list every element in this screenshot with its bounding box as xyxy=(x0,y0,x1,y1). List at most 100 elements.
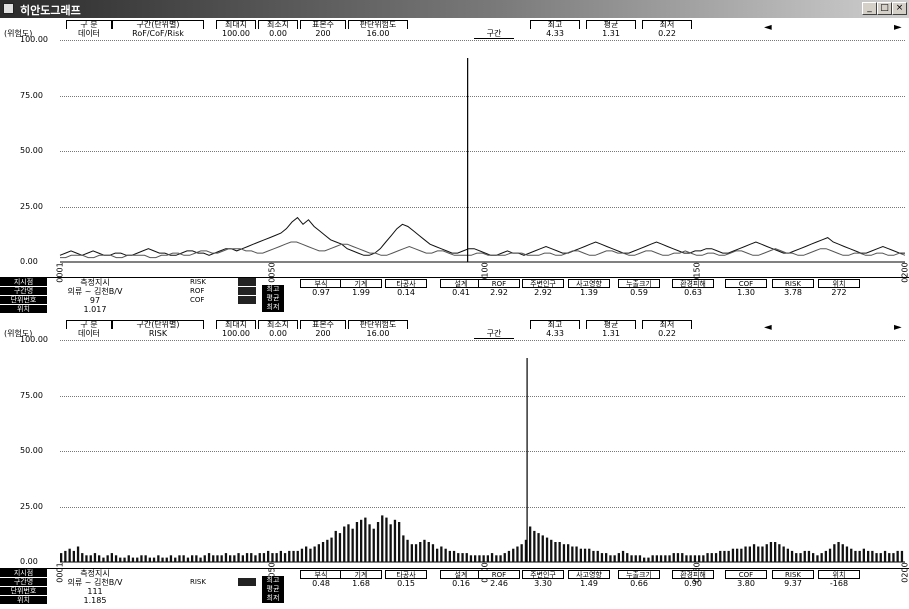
risk-bar xyxy=(766,544,768,562)
risk-bar xyxy=(808,551,810,562)
risk-bar xyxy=(495,555,497,562)
stat-value: 0.66 xyxy=(618,579,660,588)
risk-bar xyxy=(816,555,818,562)
risk-bar xyxy=(314,547,316,563)
stat-label: 사고영향 xyxy=(568,279,610,288)
risk-bar xyxy=(761,547,763,563)
risk-bar xyxy=(326,540,328,562)
risk-bar xyxy=(859,551,861,562)
legend-swatch xyxy=(238,578,256,586)
risk-bar xyxy=(385,518,387,562)
risk-bar xyxy=(132,558,134,562)
stat-value: 1.68 xyxy=(340,579,382,588)
risk-bar xyxy=(660,555,662,562)
risk-bar xyxy=(170,555,172,562)
risk-bar xyxy=(305,547,307,563)
legend-label: COF xyxy=(190,296,204,305)
stat-label: 환경피해 xyxy=(672,279,714,288)
risk-bar xyxy=(347,524,349,562)
info-row-label: 단위번호 xyxy=(0,296,47,304)
legend-label: RISK xyxy=(190,578,206,587)
risk-bar xyxy=(335,531,337,562)
stat-label: ROF xyxy=(478,570,520,579)
risk-bar xyxy=(575,547,577,563)
risk-bar xyxy=(309,549,311,562)
risk-bar xyxy=(271,553,273,562)
risk-bar xyxy=(352,529,354,562)
risk-bar xyxy=(799,553,801,562)
risk-bar xyxy=(804,551,806,562)
risk-bar xyxy=(250,553,252,562)
maximize-button[interactable]: □ xyxy=(877,2,892,15)
risk-bar xyxy=(432,544,434,562)
risk-bar xyxy=(339,533,341,562)
risk-bar xyxy=(867,551,869,562)
stat-value: 2.92 xyxy=(522,288,564,297)
risk-bar xyxy=(406,540,408,562)
stat-value: 1.39 xyxy=(568,288,610,297)
risk-bar xyxy=(863,549,865,562)
risk-bar xyxy=(639,555,641,562)
plot-area[interactable] xyxy=(0,18,909,264)
risk-bar xyxy=(276,553,278,562)
stat-value: -168 xyxy=(818,579,860,588)
close-button[interactable]: × xyxy=(892,2,907,15)
risk-bar xyxy=(698,555,700,562)
stat-value: 272 xyxy=(818,288,860,297)
risk-bar xyxy=(643,558,645,562)
risk-bar xyxy=(795,553,797,562)
risk-bar xyxy=(161,558,163,562)
plot-area[interactable] xyxy=(0,318,909,564)
risk-bar xyxy=(842,544,844,562)
risk-bar xyxy=(191,555,193,562)
risk-bar xyxy=(487,555,489,562)
risk-bar xyxy=(846,547,848,563)
risk-bar xyxy=(174,558,176,562)
risk-bar xyxy=(774,542,776,562)
stat-label: COF xyxy=(725,570,767,579)
stat-value: 3.30 xyxy=(522,579,564,588)
stat-label: 환경피해 xyxy=(672,570,714,579)
risk-bar xyxy=(94,553,96,562)
stat-value: 1.49 xyxy=(568,579,610,588)
risk-bar xyxy=(512,549,514,562)
risk-bar xyxy=(673,553,675,562)
risk-bar xyxy=(821,553,823,562)
risk-bar xyxy=(542,535,544,562)
info-row-label: 단위번호 xyxy=(0,587,47,595)
stat-value: 1.30 xyxy=(725,288,767,297)
risk-bar xyxy=(711,553,713,562)
risk-bar xyxy=(749,547,751,563)
info-row-value: 111 xyxy=(50,587,140,596)
risk-bar xyxy=(783,547,785,563)
risk-bar xyxy=(614,555,616,562)
risk-bar xyxy=(263,553,265,562)
info-row-label: 위치 xyxy=(0,596,47,604)
risk-bar xyxy=(812,553,814,562)
risk-bar xyxy=(706,553,708,562)
risk-bar xyxy=(77,547,79,563)
info-row-value: 1.185 xyxy=(50,596,140,605)
risk-bar xyxy=(652,555,654,562)
stat-value: 0.48 xyxy=(300,579,342,588)
info-row-value: 측정지시 xyxy=(50,569,140,578)
risk-bar xyxy=(157,555,159,562)
risk-bar xyxy=(888,553,890,562)
risk-bar xyxy=(474,555,476,562)
risk-bar xyxy=(461,553,463,562)
risk-bar xyxy=(445,549,447,562)
risk-bar xyxy=(128,555,130,562)
risk-bar xyxy=(136,558,138,562)
risk-bar xyxy=(107,555,109,562)
window-title-bar[interactable]: 히안도그래프 _ □ × xyxy=(0,0,909,18)
risk-bar xyxy=(183,555,185,562)
legend-swatch xyxy=(238,278,256,286)
legend-label: RISK xyxy=(190,278,206,287)
minimize-button[interactable]: _ xyxy=(862,2,877,15)
info-row-value: 97 xyxy=(50,296,140,305)
risk-bar xyxy=(677,553,679,562)
risk-bar xyxy=(153,558,155,562)
side-label: 최고 xyxy=(262,576,284,585)
